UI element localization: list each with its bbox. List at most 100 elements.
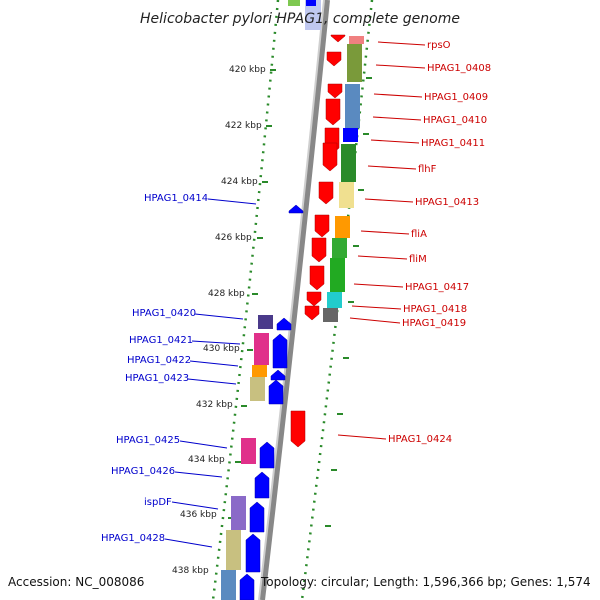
reverse-gene-arrow (249, 501, 265, 533)
reverse-cog-bar (226, 530, 241, 570)
label-leader-lines (164, 41, 426, 548)
reverse-cog-bars (221, 315, 273, 600)
top-partial-feature (288, 0, 300, 6)
gene-label[interactable]: HPAG1_0411 (421, 138, 485, 149)
reverse-cog-bar (252, 365, 267, 377)
forward-cog-bar (345, 84, 360, 128)
tick-label: 428 kbp (208, 289, 245, 299)
leader-line (364, 198, 414, 203)
forward-gene-arrow (318, 181, 334, 205)
reverse-cog-bar (250, 377, 265, 401)
forward-strand-arrows (290, 34, 346, 448)
tick-label: 422 kbp (225, 121, 262, 131)
gene-label[interactable]: HPAG1_0423 (125, 373, 189, 384)
forward-gene-arrow (330, 34, 346, 43)
tick-label: 436 kbp (180, 510, 217, 520)
forward-cog-bar (332, 238, 347, 258)
reverse-gene-arrow (276, 317, 292, 331)
gene-label[interactable]: HPAG1_0428 (101, 533, 165, 544)
gene-label[interactable]: HPAG1_0413 (415, 197, 479, 208)
leader-line (377, 41, 426, 46)
outer-dotted-ring (300, 0, 374, 600)
reverse-gene-arrow (270, 369, 286, 381)
forward-gene-arrow (311, 237, 327, 263)
reverse-cog-bar (231, 496, 246, 530)
forward-gene-arrow (326, 51, 342, 67)
reverse-gene-arrow (272, 333, 288, 369)
top-partial-feature (305, 0, 321, 30)
forward-cog-bar (339, 182, 354, 208)
leader-line (357, 255, 408, 260)
gene-label[interactable]: fliM (409, 254, 427, 265)
gene-label[interactable]: flhF (418, 164, 437, 175)
reverse-gene-arrow (268, 379, 284, 405)
scale-labels: 420 kbp 422 kbp 424 kbp 426 kbp 428 kbp … (172, 65, 266, 576)
leader-line (179, 440, 228, 449)
reverse-gene-arrow (254, 471, 270, 499)
leader-line (353, 283, 404, 288)
gene-label[interactable]: HPAG1_0424 (388, 434, 452, 445)
tick-label: 430 kbp (203, 344, 240, 354)
forward-cog-bars (323, 36, 364, 322)
forward-cog-bar (341, 144, 356, 182)
forward-gene-arrow (314, 214, 330, 238)
gene-label[interactable]: HPAG1_0417 (405, 282, 469, 293)
forward-cog-bar (347, 44, 362, 82)
tick-label: 426 kbp (215, 233, 252, 243)
forward-gene-arrow (325, 98, 341, 126)
leader-line (372, 116, 422, 121)
topology-text: Topology: circular; Length: 1,596,366 bp… (260, 575, 591, 589)
gene-label[interactable]: HPAG1_0418 (403, 304, 467, 315)
leader-line (360, 230, 410, 235)
gene-label[interactable]: HPAG1_0408 (427, 63, 491, 74)
forward-cog-bar (343, 128, 358, 142)
leader-line (171, 501, 219, 510)
forward-gene-arrow (290, 410, 306, 448)
gene-label[interactable]: HPAG1_0414 (144, 193, 208, 204)
reverse-cog-bar (254, 333, 269, 365)
gene-label[interactable]: HPAG1_0420 (132, 308, 196, 319)
leader-line (187, 378, 237, 385)
tick-label: 432 kbp (196, 400, 233, 410)
leader-line (337, 434, 387, 440)
reverse-cog-bar (241, 438, 256, 464)
forward-gene-arrow (327, 83, 343, 99)
forward-cog-bar (330, 258, 345, 292)
tick-label: 420 kbp (229, 65, 266, 75)
gene-label[interactable]: HPAG1_0419 (402, 318, 466, 329)
leader-line (191, 340, 241, 345)
gene-label[interactable]: HPAG1_0422 (127, 355, 191, 366)
reverse-cog-bar (258, 315, 273, 329)
forward-gene-labels: rpsO HPAG1_0408 HPAG1_0409 HPAG1_0410 HP… (388, 40, 491, 445)
genome-backbone (259, 0, 330, 600)
genome-title: Helicobacter pylori HPAG1, complete geno… (140, 11, 460, 27)
forward-gene-arrow (304, 305, 320, 321)
gene-label[interactable]: ispDF (144, 497, 172, 508)
gene-label[interactable]: HPAG1_0426 (111, 466, 175, 477)
leader-line (373, 93, 423, 98)
gene-label[interactable]: HPAG1_0410 (423, 115, 487, 126)
reverse-gene-arrow (288, 204, 304, 214)
reverse-gene-arrow (239, 573, 255, 600)
genome-backbone-highlight (258, 0, 325, 600)
gene-label[interactable]: fliA (411, 229, 427, 240)
forward-cog-bar (349, 36, 364, 44)
accession-text: Accession: NC_008086 (8, 575, 144, 589)
gene-label[interactable]: rpsO (427, 40, 451, 51)
leader-line (349, 317, 401, 324)
leader-line (194, 313, 244, 320)
forward-cog-bar (323, 308, 338, 322)
forward-gene-arrow (322, 142, 338, 172)
leader-line (174, 471, 223, 478)
leader-line (189, 360, 239, 367)
leader-line (375, 64, 426, 69)
tick-label: 424 kbp (221, 177, 258, 187)
forward-gene-arrow (309, 265, 325, 291)
gene-label[interactable]: HPAG1_0421 (129, 335, 193, 346)
gene-label[interactable]: HPAG1_0425 (116, 435, 180, 446)
reverse-gene-labels: HPAG1_0414 HPAG1_0420 HPAG1_0421 HPAG1_0… (101, 193, 208, 544)
reverse-cog-bar (221, 570, 236, 600)
gene-label[interactable]: HPAG1_0409 (424, 92, 488, 103)
outer-ring-ticks (325, 77, 372, 527)
